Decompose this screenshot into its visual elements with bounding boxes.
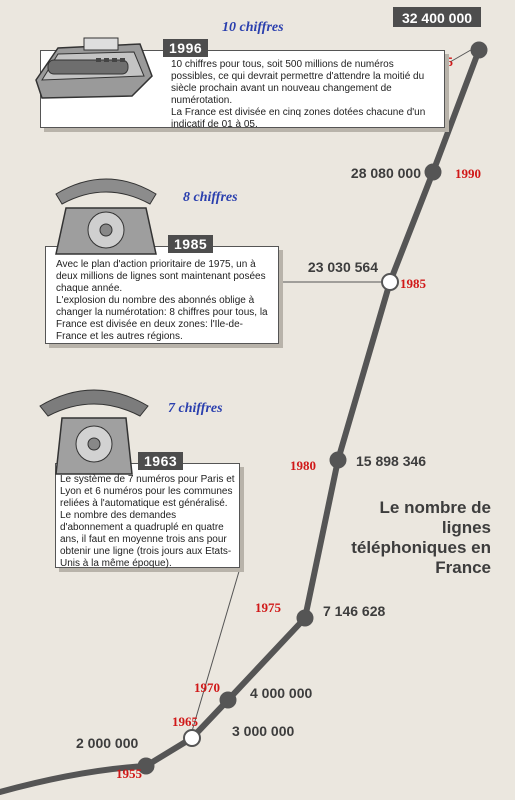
data-point-1970 [219, 691, 237, 709]
callout-year-1996: 1996 [163, 39, 209, 57]
callout-year-1985: 1985 [168, 235, 214, 253]
rotary-telephone-icon [55, 178, 157, 255]
data-point-1990 [424, 163, 442, 181]
value-label-1995: 32 400 000 [402, 10, 472, 26]
value-label-1985: 23 030 564 [308, 259, 378, 275]
callout-text-1963: Le système de 7 numéros pour Paris et Ly… [60, 474, 235, 569]
value-label-1955: 2 000 000 [76, 735, 138, 751]
year-label-1955: 1955 [116, 766, 143, 781]
data-point-1955 [137, 757, 155, 775]
value-label-1975: 7 146 628 [323, 603, 385, 619]
value-label-1970: 4 000 000 [250, 685, 312, 701]
old-rotary-telephone-icon [39, 389, 149, 475]
callout-text-1996: 10 chiffres pour tous, soit 500 millions… [171, 59, 426, 130]
callout-box-1963: 1963 Le système de 7 numéros pour Paris … [55, 452, 240, 569]
chart-title: Le nombre de lignes téléphoniques en Fra… [351, 498, 491, 577]
value-label-1965: 3 000 000 [232, 723, 294, 739]
digits-label-7: 7 chiffres [168, 401, 223, 416]
value-label-bg-1995 [393, 7, 481, 27]
year-label-1980: 1980 [290, 458, 316, 473]
callout-year-1963: 1963 [138, 452, 184, 470]
data-line [0, 47, 482, 795]
data-point-1995 [470, 41, 488, 59]
digits-label-10: 10 chiffres [222, 20, 284, 35]
year-label-1985: 1985 [400, 276, 427, 291]
data-point-1975 [296, 609, 314, 627]
year-label-1970: 1970 [194, 680, 220, 695]
year-label-1965: 1965 [172, 714, 199, 729]
push-button-telephone-icon [35, 37, 153, 99]
callout-box-1985: 1985 Avec le plan d'action prioritaire d… [45, 235, 279, 344]
year-label-1990: 1990 [455, 166, 481, 181]
year-label-1975: 1975 [255, 600, 282, 615]
callout-text-1985: Avec le plan d'action prioritaire de 197… [56, 259, 268, 342]
data-point-1965 [183, 729, 201, 747]
digits-label-8: 8 chiffres [183, 190, 238, 205]
value-label-1990: 28 080 000 [351, 165, 421, 181]
data-point-1985 [381, 273, 399, 291]
connector-1963 [189, 567, 241, 739]
value-label-1980: 15 898 346 [356, 453, 426, 469]
data-point-1980 [329, 451, 347, 469]
